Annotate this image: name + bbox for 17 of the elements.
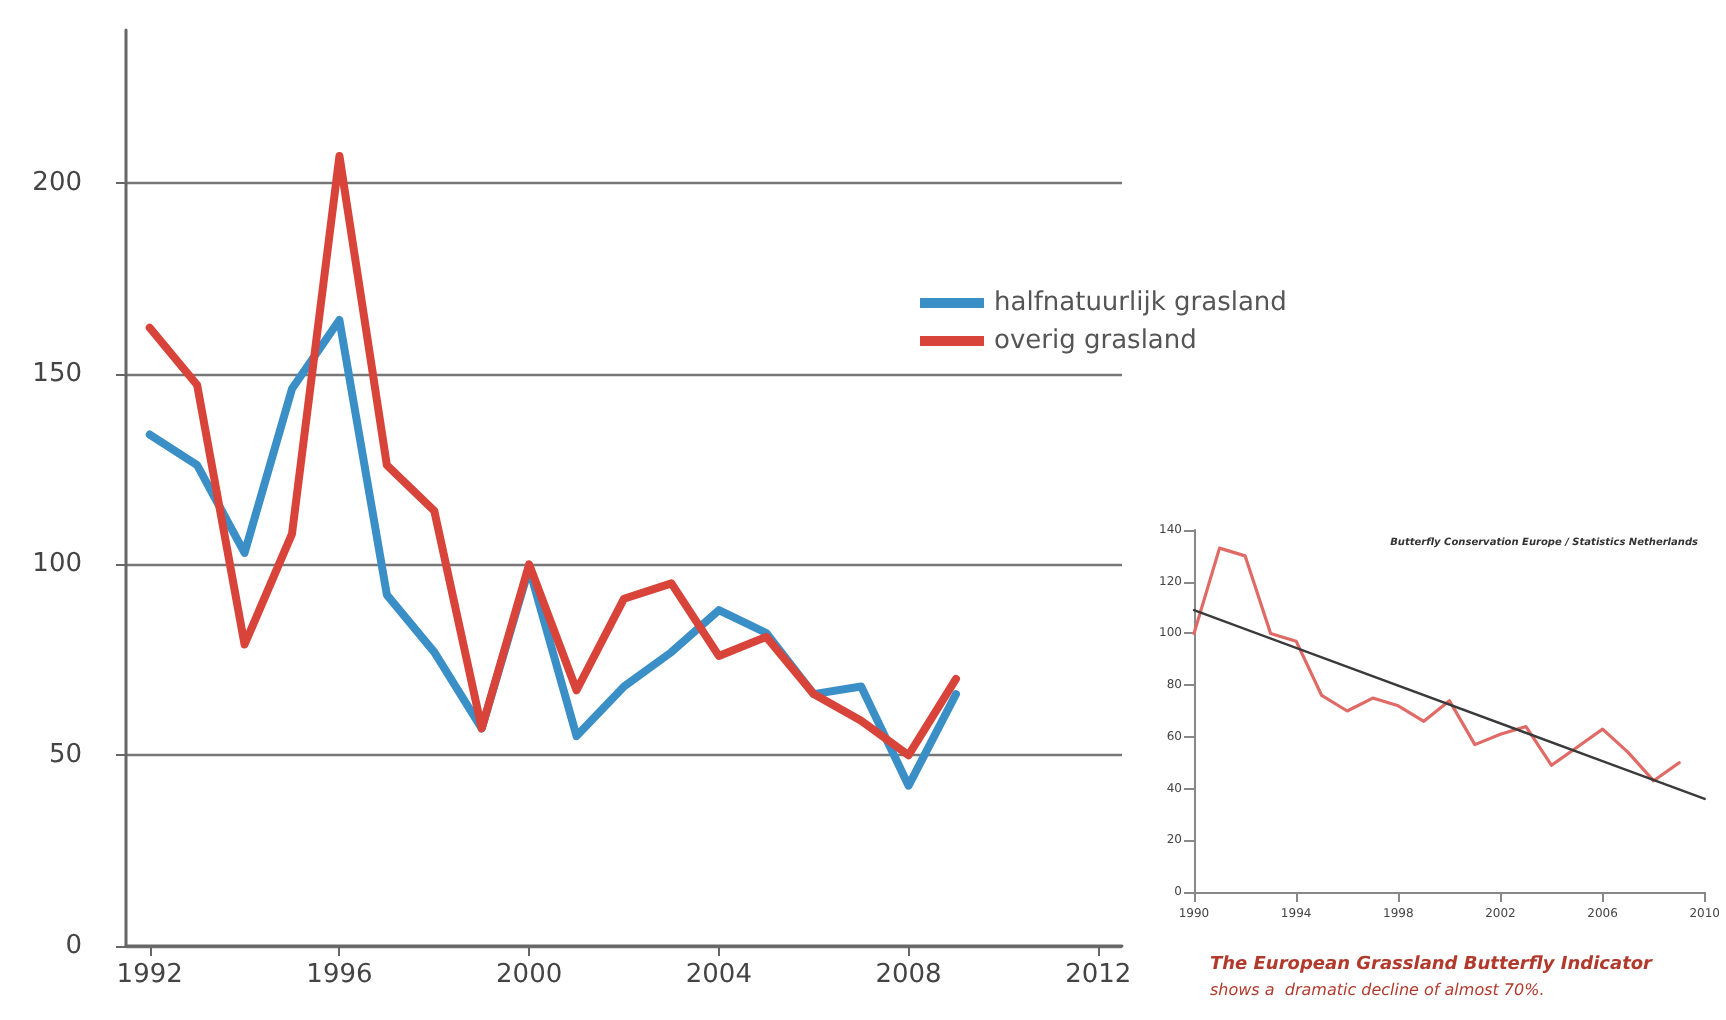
x-tick-label: 1992 bbox=[116, 960, 183, 990]
line-series bbox=[145, 151, 960, 760]
text: The European Grassland Butterfly Indicator bbox=[1210, 955, 1654, 975]
x-tick-label: 2000 bbox=[496, 960, 563, 990]
legend-label: overig grasland bbox=[994, 326, 1197, 356]
x-tick-label: 2012 bbox=[1065, 960, 1132, 990]
y-tick-label: 50 bbox=[48, 740, 82, 771]
y-tick-label: 200 bbox=[32, 167, 82, 198]
line-series bbox=[1192, 546, 1681, 783]
y-tick-label: 0 bbox=[65, 931, 82, 961]
legend-label: halfnatuurlijk grasland bbox=[994, 288, 1287, 318]
text: shows a dramatic decline of almost 70%. bbox=[1210, 981, 1545, 999]
y-tick-label: 150 bbox=[32, 358, 82, 389]
x-tick-label: 1996 bbox=[306, 960, 373, 990]
y-tick-label: 100 bbox=[32, 549, 82, 580]
x-tick-label: 2004 bbox=[685, 960, 752, 990]
x-tick-label: 2008 bbox=[875, 960, 942, 990]
